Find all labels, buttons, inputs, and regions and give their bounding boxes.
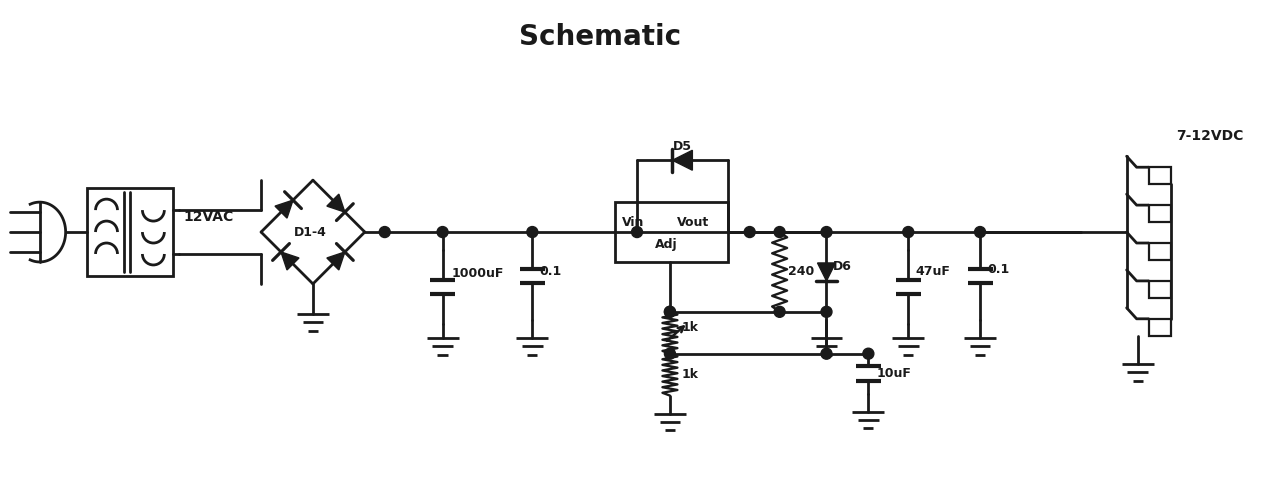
Circle shape [665,306,675,317]
Circle shape [975,227,985,238]
Text: 12VAC: 12VAC [183,210,233,224]
Circle shape [774,227,786,238]
Text: D6: D6 [832,260,851,274]
Bar [616,202,728,262]
Text: 1k: 1k [681,321,699,334]
Text: 0.1: 0.1 [987,263,1010,277]
Bar [1149,281,1171,298]
Text: 0.1: 0.1 [540,265,562,279]
Circle shape [527,227,538,238]
Bar [1149,243,1171,260]
Circle shape [774,306,786,317]
Text: 240: 240 [787,265,814,279]
Bar [86,188,174,276]
Circle shape [820,227,832,238]
Polygon shape [281,252,299,270]
Circle shape [379,227,390,238]
Circle shape [820,306,832,317]
Text: Adj: Adj [656,238,677,250]
Text: 10uF: 10uF [876,367,911,380]
Polygon shape [327,194,345,212]
Circle shape [665,348,675,359]
Circle shape [744,227,755,238]
Text: Vout: Vout [677,215,710,229]
Bar [1149,319,1171,336]
Text: 47uF: 47uF [916,265,951,279]
Circle shape [903,227,913,238]
Bar [1149,167,1171,184]
Text: 1k: 1k [681,368,699,381]
Text: D5: D5 [672,140,692,153]
Text: 7-12VDC: 7-12VDC [1176,129,1244,143]
Circle shape [437,227,448,238]
Polygon shape [818,263,836,281]
Text: 1000uF: 1000uF [452,267,504,281]
Text: Schematic: Schematic [519,23,681,50]
Circle shape [665,306,675,317]
Circle shape [863,348,873,359]
Polygon shape [672,150,693,170]
Text: Vin: Vin [622,215,644,229]
Polygon shape [276,200,292,218]
Bar [1149,205,1171,222]
Polygon shape [327,252,345,270]
Circle shape [631,227,643,238]
Circle shape [820,348,832,359]
Text: D1-4: D1-4 [294,226,326,239]
